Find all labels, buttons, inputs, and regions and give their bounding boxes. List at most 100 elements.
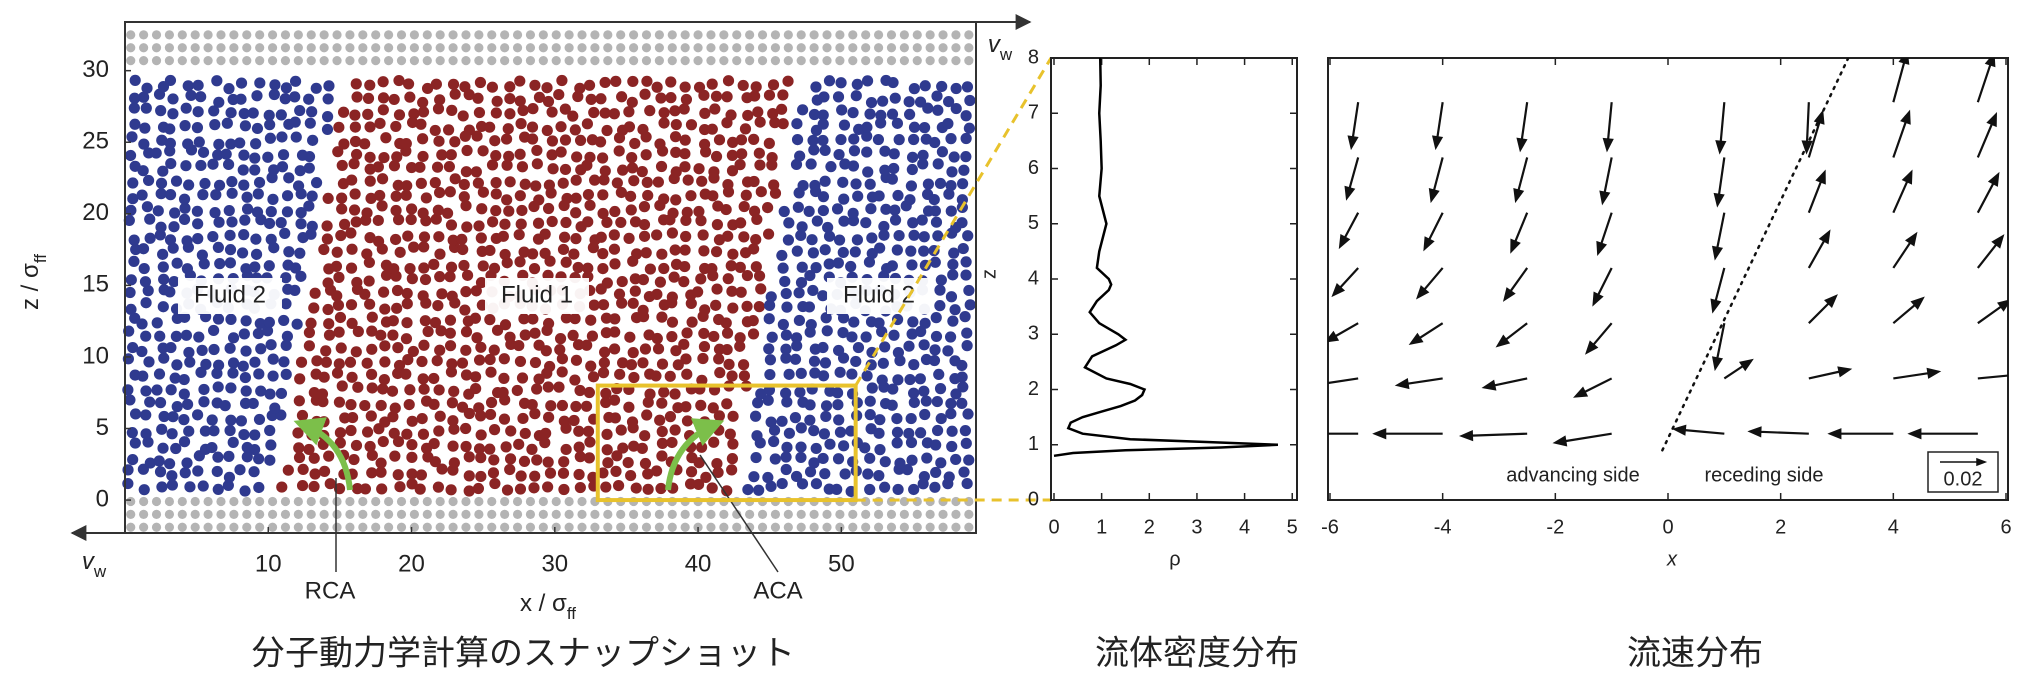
fluid-particle (960, 151, 972, 163)
velocity-arrow (1976, 111, 1997, 158)
fluid-particle (362, 92, 375, 104)
fluid-particle (765, 480, 777, 492)
fluid-particle (754, 116, 766, 128)
fluid-particle (755, 186, 767, 198)
fluid-particle (724, 428, 736, 440)
wall-particle (938, 509, 948, 519)
fluid-particle (651, 288, 663, 300)
fluid-particle (886, 108, 899, 120)
y-tick-label: 20 (82, 199, 109, 226)
fluid-particle (178, 436, 191, 448)
fluid-particle (318, 371, 330, 383)
fluid-particle (485, 366, 497, 378)
fluid-particle (212, 149, 224, 161)
fluid-particle (443, 124, 455, 136)
fluid-particle (587, 371, 600, 383)
fluid-particle (734, 340, 746, 352)
fluid-particle (361, 248, 373, 260)
fluid-particle (249, 429, 261, 441)
fluid-particle (599, 165, 611, 177)
fluid-particle (444, 271, 456, 283)
wall-particle (680, 509, 690, 519)
fluid-particle (388, 427, 400, 439)
fluid-particle (375, 329, 387, 341)
fluid-particle (764, 354, 777, 366)
wall-particle (384, 43, 394, 53)
fluid-particle (472, 177, 484, 189)
fluid-particle (446, 397, 459, 409)
fluid-particle (140, 409, 152, 421)
fluid-particle (418, 339, 430, 351)
fluid-particle (128, 255, 140, 268)
fluid-particle (346, 411, 359, 424)
wall-particle (732, 522, 742, 532)
fluid-particle (597, 189, 609, 201)
fluid-particle (553, 381, 565, 393)
fluid-particle (253, 368, 265, 380)
x-tick-label: 20 (398, 550, 425, 577)
fluid-particle (807, 284, 819, 297)
fluid-particle (608, 243, 621, 255)
fluid-particle (237, 164, 249, 176)
x-tick-label: 0 (1662, 516, 1673, 538)
fluid-particle (197, 189, 209, 201)
wall-particle (693, 30, 703, 40)
fluid-particle (608, 343, 621, 355)
wall-particle (667, 43, 677, 53)
fluid-particle (138, 138, 150, 150)
fluid-particle (400, 189, 412, 201)
fluid-particle (616, 91, 628, 103)
wall-particle (938, 30, 948, 40)
fluid-particle (501, 484, 514, 496)
wall-particle (409, 496, 419, 507)
fluid-particle (181, 235, 193, 247)
fluid-particle (957, 381, 969, 393)
wall-particle (448, 522, 458, 532)
fluid-particle (206, 414, 218, 426)
fluid-particle (469, 312, 482, 324)
velocity-arrow (1394, 377, 1443, 390)
fluid-particle (460, 286, 472, 298)
fluid-particle (930, 312, 942, 324)
wall-particle (280, 509, 291, 519)
fluid-particle (349, 109, 361, 121)
wall-particle (435, 56, 445, 66)
fluid-particle (445, 149, 457, 161)
fluid-particle (817, 290, 829, 302)
caption: 流速分布 (1627, 634, 1763, 674)
fluid-particle (792, 201, 804, 213)
fluid-particle (917, 158, 929, 170)
fluid-particle (623, 121, 636, 133)
fluid-particle (654, 414, 666, 426)
wall-particle (345, 56, 355, 66)
velocity-arrow (1328, 377, 1359, 385)
fluid-particle (124, 394, 136, 406)
wall-particle (757, 56, 768, 66)
fluid-particle (753, 270, 766, 282)
fluid-particle (542, 481, 554, 493)
fluid-particle (164, 137, 176, 149)
fluid-particle (656, 425, 668, 438)
fluid-particle (365, 410, 377, 422)
fluid-particle (213, 138, 225, 150)
fluid-particle (712, 466, 724, 479)
wall-particle (564, 30, 574, 40)
fluid-particle (559, 134, 572, 146)
fluid-particle (251, 90, 263, 102)
fluid-particle (962, 408, 974, 420)
fluid-particle (268, 164, 280, 176)
fluid-particle (346, 317, 358, 330)
fluid-particle (928, 193, 940, 206)
wall-particle (641, 509, 652, 519)
x-tick-label: 30 (541, 550, 568, 577)
wall-particle (358, 30, 368, 40)
fluid-particle (889, 214, 902, 226)
fluid-particle (581, 118, 594, 130)
fluid-particle (180, 160, 192, 172)
fluid-particle (693, 81, 706, 93)
fluid-particle (387, 411, 399, 423)
fluid-particle (350, 148, 363, 161)
wall-particle (306, 56, 316, 66)
wall-particle (448, 496, 458, 507)
fluid-particle (250, 248, 263, 260)
